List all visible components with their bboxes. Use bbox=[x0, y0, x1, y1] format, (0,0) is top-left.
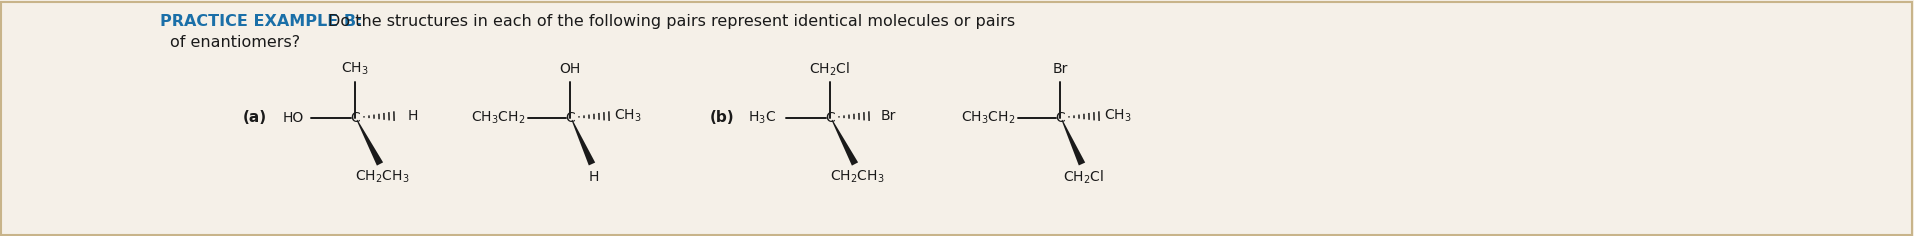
Text: C: C bbox=[565, 111, 574, 125]
Text: PRACTICE EXAMPLE B:: PRACTICE EXAMPLE B: bbox=[161, 14, 362, 29]
Text: C: C bbox=[350, 111, 360, 125]
Text: Br: Br bbox=[1053, 62, 1068, 76]
Polygon shape bbox=[356, 120, 383, 166]
Polygon shape bbox=[1062, 120, 1085, 165]
Text: Do the structures in each of the following pairs represent identical molecules o: Do the structures in each of the followi… bbox=[327, 14, 1014, 29]
Text: $\mathregular{CH_2CH_3}$: $\mathregular{CH_2CH_3}$ bbox=[354, 169, 410, 185]
Text: $\mathregular{H_3C}$: $\mathregular{H_3C}$ bbox=[748, 110, 775, 126]
Text: C: C bbox=[1055, 111, 1064, 125]
Text: H: H bbox=[590, 170, 599, 184]
Text: $\mathregular{CH_3}$: $\mathregular{CH_3}$ bbox=[341, 61, 369, 77]
Text: Br: Br bbox=[880, 109, 896, 123]
Text: H: H bbox=[408, 109, 417, 123]
Text: (b): (b) bbox=[710, 110, 735, 126]
Text: OH: OH bbox=[559, 62, 580, 76]
Text: $\mathregular{CH_3CH_2}$: $\mathregular{CH_3CH_2}$ bbox=[961, 110, 1014, 126]
Text: $\mathregular{CH_3}$: $\mathregular{CH_3}$ bbox=[1104, 108, 1131, 124]
Text: (a): (a) bbox=[243, 110, 268, 126]
Text: $\mathregular{CH_2CH_3}$: $\mathregular{CH_2CH_3}$ bbox=[831, 169, 884, 185]
Text: of enantiomers?: of enantiomers? bbox=[170, 35, 300, 50]
Text: $\mathregular{CH_2Cl}$: $\mathregular{CH_2Cl}$ bbox=[810, 60, 850, 78]
Polygon shape bbox=[572, 120, 595, 165]
Polygon shape bbox=[831, 120, 857, 166]
Text: $\mathregular{CH_3}$: $\mathregular{CH_3}$ bbox=[614, 108, 641, 124]
Text: $\mathregular{CH_3CH_2}$: $\mathregular{CH_3CH_2}$ bbox=[471, 110, 524, 126]
Text: $\mathregular{CH_2Cl}$: $\mathregular{CH_2Cl}$ bbox=[1064, 168, 1104, 186]
Text: C: C bbox=[825, 111, 835, 125]
Text: HO: HO bbox=[283, 111, 304, 125]
